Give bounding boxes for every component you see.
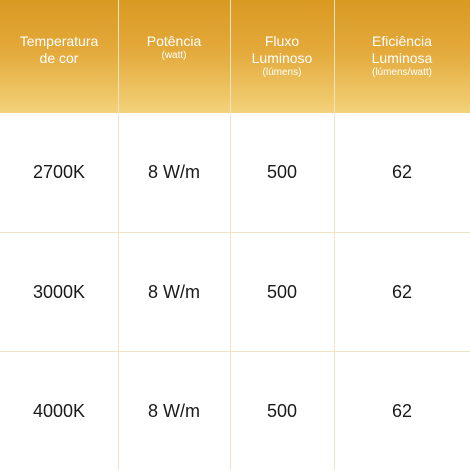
cell-luminous-efficiency: 62 xyxy=(391,401,413,421)
header-color-temperature: Temperatura de cor xyxy=(0,0,118,113)
header-title: Fluxo Luminoso xyxy=(251,33,313,66)
header-title: Potência xyxy=(146,33,202,49)
table-row: 3000K 8 W/m 500 62 xyxy=(0,233,470,352)
header-title: Temperatura de cor xyxy=(19,33,99,66)
cell-luminous-efficiency: 62 xyxy=(391,282,413,302)
cell-power: 8 W/m xyxy=(148,282,200,302)
header-luminous-flux: Fluxo Luminoso (lúmens) xyxy=(230,0,334,113)
header-unit: (lúmens) xyxy=(262,67,302,78)
header-title: Eficiência Luminosa xyxy=(371,33,433,66)
cell-luminous-efficiency: 62 xyxy=(391,162,413,182)
cell-power: 8 W/m xyxy=(148,162,200,182)
header-unit: (lúmens/watt) xyxy=(371,67,432,78)
header-unit: (watt) xyxy=(161,50,187,61)
cell-color-temperature: 3000K xyxy=(32,282,86,302)
cell-color-temperature: 4000K xyxy=(32,401,86,421)
cell-luminous-flux: 500 xyxy=(266,162,298,182)
header-power: Potência (watt) xyxy=(118,0,230,113)
table-header xyxy=(0,0,470,113)
table-row: 4000K 8 W/m 500 62 xyxy=(0,352,470,470)
cell-color-temperature: 2700K xyxy=(32,162,86,182)
header-luminous-efficiency: Eficiência Luminosa (lúmens/watt) xyxy=(334,0,470,113)
cell-power: 8 W/m xyxy=(148,401,200,421)
cell-luminous-flux: 500 xyxy=(266,401,298,421)
table-row: 2700K 8 W/m 500 62 xyxy=(0,113,470,232)
cell-luminous-flux: 500 xyxy=(266,282,298,302)
